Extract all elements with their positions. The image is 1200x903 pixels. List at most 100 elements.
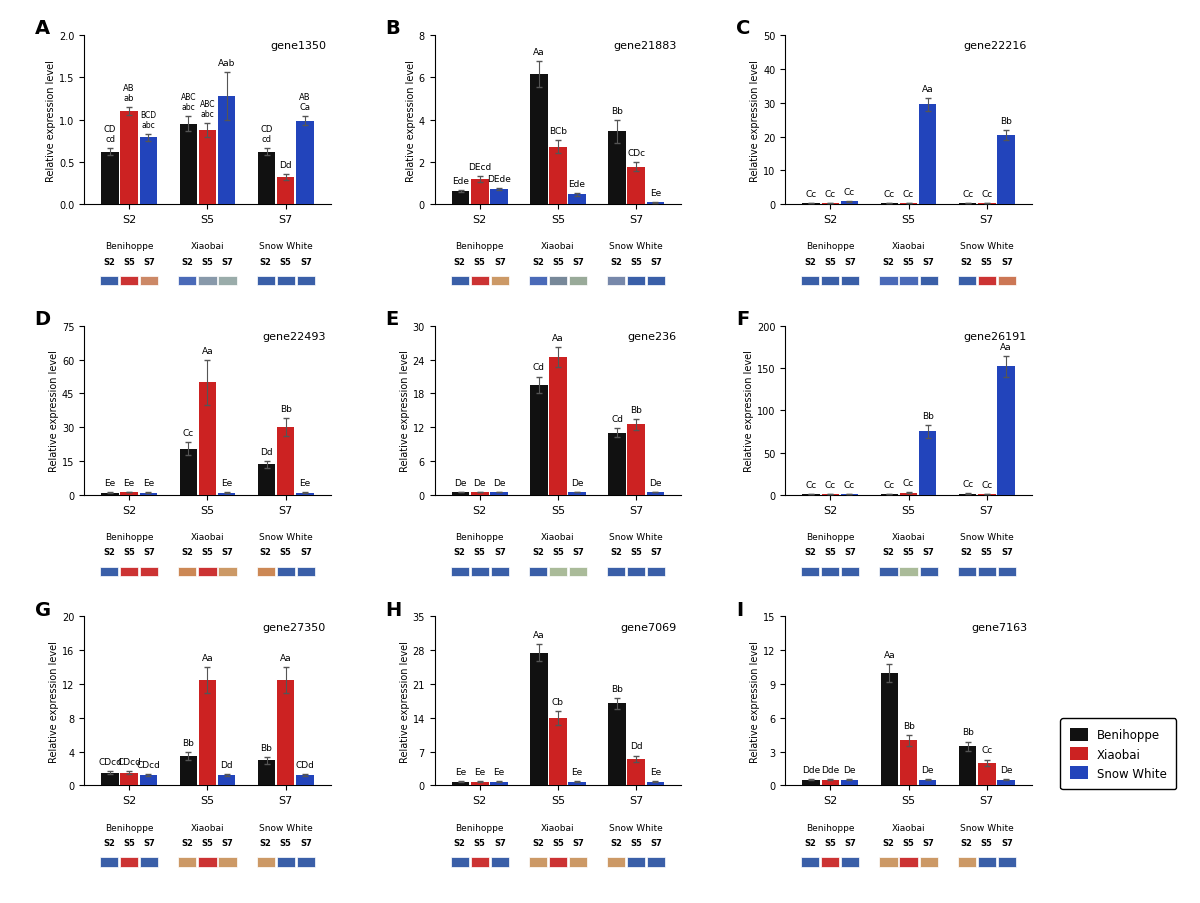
- Text: S5: S5: [552, 257, 564, 266]
- Text: Bb: Bb: [611, 684, 623, 693]
- FancyBboxPatch shape: [198, 276, 216, 286]
- Text: Cc: Cc: [962, 479, 973, 489]
- FancyBboxPatch shape: [451, 276, 469, 286]
- Text: Ee: Ee: [649, 189, 661, 198]
- Bar: [530, 653, 547, 786]
- Text: Xiaobai: Xiaobai: [191, 823, 224, 832]
- FancyBboxPatch shape: [140, 567, 158, 576]
- Text: Snow White: Snow White: [610, 533, 664, 542]
- Text: S5: S5: [552, 838, 564, 847]
- Bar: [569, 195, 586, 205]
- FancyBboxPatch shape: [529, 276, 547, 286]
- Text: S2: S2: [882, 838, 894, 847]
- Text: S2: S2: [181, 257, 193, 266]
- Text: CDd: CDd: [295, 760, 314, 769]
- Text: De: De: [474, 478, 486, 487]
- Text: Cc: Cc: [844, 188, 856, 197]
- Text: S2: S2: [611, 547, 622, 556]
- Text: S5: S5: [280, 257, 292, 266]
- Text: S7: S7: [572, 547, 584, 556]
- Bar: [608, 703, 626, 786]
- FancyBboxPatch shape: [491, 567, 509, 576]
- Bar: [530, 75, 547, 205]
- Text: Ee: Ee: [299, 479, 311, 488]
- Text: CD
cd: CD cd: [260, 125, 272, 144]
- Text: Benihoppe: Benihoppe: [806, 533, 854, 542]
- Y-axis label: Relative expression level: Relative expression level: [400, 350, 409, 471]
- Bar: [199, 383, 216, 495]
- FancyBboxPatch shape: [451, 857, 469, 867]
- Bar: [919, 106, 936, 205]
- FancyBboxPatch shape: [257, 276, 275, 286]
- Bar: [647, 203, 664, 205]
- Text: S7: S7: [650, 838, 662, 847]
- Bar: [803, 204, 820, 205]
- Text: Cc: Cc: [902, 479, 914, 488]
- Text: Cc: Cc: [962, 190, 973, 199]
- Bar: [959, 494, 977, 495]
- Text: S5: S5: [630, 547, 642, 556]
- FancyBboxPatch shape: [569, 567, 587, 576]
- Text: Ee: Ee: [571, 768, 583, 777]
- Text: S5: S5: [824, 257, 836, 266]
- Text: H: H: [385, 600, 402, 619]
- Y-axis label: Relative expression level: Relative expression level: [46, 60, 56, 182]
- Text: Ede: Ede: [569, 180, 586, 189]
- Text: S2: S2: [961, 257, 973, 266]
- Bar: [139, 138, 157, 205]
- Bar: [881, 673, 899, 786]
- FancyBboxPatch shape: [607, 276, 625, 286]
- Text: B: B: [385, 19, 400, 38]
- Text: Ee: Ee: [493, 768, 504, 777]
- Bar: [647, 492, 664, 495]
- Text: S7: S7: [494, 547, 505, 556]
- FancyBboxPatch shape: [607, 857, 625, 867]
- Text: AB
ab: AB ab: [124, 83, 136, 103]
- FancyBboxPatch shape: [880, 857, 898, 867]
- Y-axis label: Relative expression level: Relative expression level: [744, 350, 754, 471]
- Text: S2: S2: [961, 838, 973, 847]
- Bar: [277, 680, 294, 786]
- Text: gene22493: gene22493: [263, 331, 326, 341]
- Text: Aa: Aa: [202, 654, 214, 663]
- Text: S5: S5: [980, 257, 992, 266]
- Bar: [258, 153, 275, 205]
- Bar: [997, 780, 1015, 786]
- Bar: [628, 425, 646, 495]
- Text: Ee: Ee: [143, 479, 154, 488]
- Text: Cc: Cc: [844, 480, 856, 489]
- Text: I: I: [736, 600, 743, 619]
- Text: S5: S5: [630, 257, 642, 266]
- FancyBboxPatch shape: [919, 567, 937, 576]
- Text: BCD
abc: BCD abc: [140, 110, 156, 130]
- Bar: [101, 773, 119, 786]
- FancyBboxPatch shape: [276, 857, 295, 867]
- Y-axis label: Relative expression level: Relative expression level: [750, 640, 761, 762]
- Bar: [997, 367, 1015, 495]
- FancyBboxPatch shape: [978, 567, 996, 576]
- Text: S7: S7: [572, 257, 584, 266]
- Text: Dd: Dd: [221, 760, 233, 769]
- Text: S7: S7: [923, 257, 935, 266]
- Text: Snow White: Snow White: [610, 823, 664, 832]
- Text: S7: S7: [300, 838, 312, 847]
- Bar: [822, 780, 839, 786]
- Text: S5: S5: [980, 838, 992, 847]
- Text: S2: S2: [882, 257, 894, 266]
- Text: Dde: Dde: [821, 766, 840, 775]
- FancyBboxPatch shape: [997, 857, 1016, 867]
- Text: Xiaobai: Xiaobai: [892, 823, 925, 832]
- Text: F: F: [736, 310, 749, 329]
- Text: S7: S7: [494, 257, 505, 266]
- Text: Ee: Ee: [221, 479, 232, 488]
- Text: S7: S7: [300, 547, 312, 556]
- Text: S7: S7: [1001, 547, 1013, 556]
- FancyBboxPatch shape: [997, 567, 1016, 576]
- Text: Cc: Cc: [982, 480, 992, 489]
- Bar: [628, 759, 646, 786]
- Text: Bb: Bb: [182, 738, 194, 747]
- Text: Aa: Aa: [883, 650, 895, 659]
- Bar: [490, 190, 508, 205]
- Bar: [997, 135, 1015, 205]
- Bar: [180, 756, 197, 786]
